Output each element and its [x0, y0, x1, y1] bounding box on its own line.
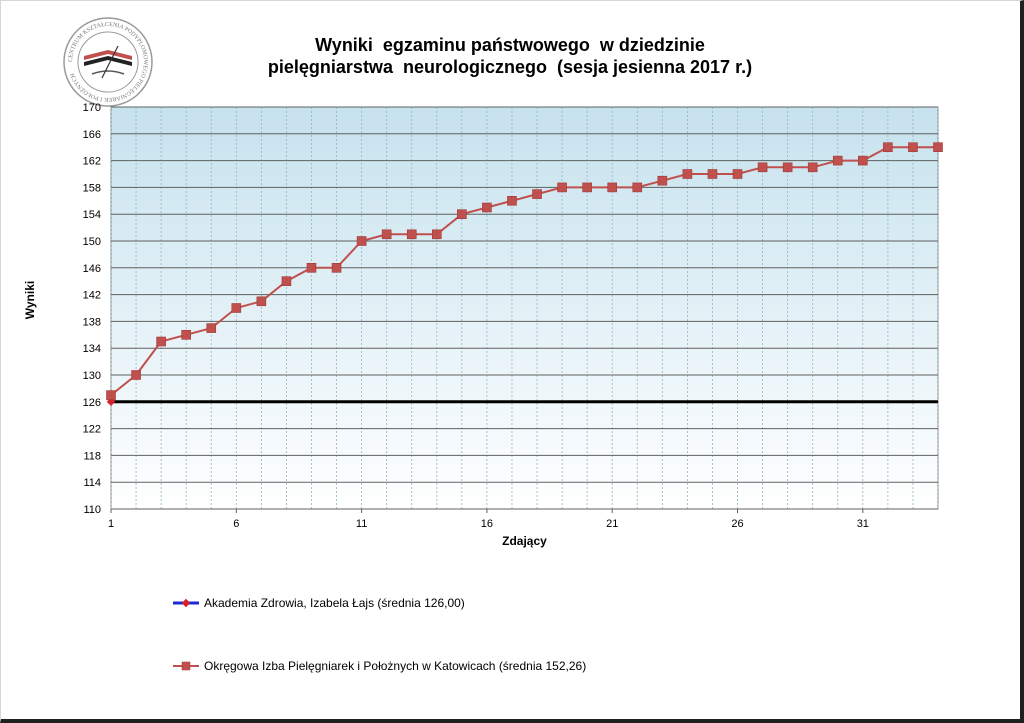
series2-point: [757, 162, 768, 173]
series2-point: [832, 155, 843, 166]
series2-point: [908, 142, 918, 152]
logo-seal: CENTRUM KSZTAŁCENIA PODYPLOMOWEGO PIELĘG…: [63, 17, 153, 107]
chart-title: Wyniki egzaminu państwowego w dziedzinie…: [200, 34, 820, 78]
series2-point: [807, 162, 818, 173]
x-tick-label: 1: [108, 518, 114, 530]
series2-point: [356, 236, 367, 246]
y-axis-ticks: 110 114 118 122 126 130 134 138 142 146 150 154 158 1…: [83, 102, 101, 516]
legend-item-2: Okręgowa Izba Pielęgniarek i Położnych w…: [172, 659, 586, 673]
y-tick-label: 122: [83, 424, 101, 436]
plot-area: [110, 106, 939, 510]
y-tick-label: 146: [83, 263, 101, 275]
series2-point: [933, 142, 943, 152]
legend-swatch-2: [173, 661, 199, 671]
series2-point: [106, 390, 116, 400]
series2-point: [858, 155, 868, 166]
x-tick-label: 31: [857, 518, 869, 530]
series2-point: [406, 229, 417, 240]
series2-point: [657, 175, 668, 186]
series2-point: [507, 196, 517, 206]
chart-title-line1: Wyniki egzaminu państwowego w dziedzinie: [315, 35, 705, 55]
series2-point: [732, 169, 743, 179]
series2-point: [782, 162, 793, 173]
series2-point: [231, 303, 242, 313]
y-axis-label: Wyniki: [23, 281, 37, 319]
series2-point: [883, 142, 893, 152]
series2-point: [557, 182, 567, 193]
y-tick-label: 142: [83, 290, 101, 302]
x-tick-label: 11: [356, 518, 367, 530]
series2-point: [131, 370, 141, 380]
legend-label-1: Akademia Zdrowia, Izabela Łajs (średnia …: [204, 596, 465, 610]
x-tick-label: 6: [233, 518, 239, 530]
legend-item-1: Akademia Zdrowia, Izabela Łajs (średnia …: [172, 596, 465, 610]
series2-point: [306, 262, 317, 273]
series2-line: [110, 146, 938, 396]
series2-point: [607, 182, 618, 193]
y-tick-label: 110: [83, 504, 101, 516]
series2-point: [457, 209, 467, 219]
series2-point: [682, 169, 693, 179]
series2-point: [532, 189, 542, 199]
y-tick-label: 170: [83, 102, 101, 114]
chart-title-line2: pielęgniarstwa neurologicznego (sesja je…: [267, 57, 753, 77]
x-axis-label: Zdający: [502, 534, 547, 548]
y-tick-label: 114: [83, 477, 101, 489]
series2-point: [482, 202, 492, 213]
series2-point: [431, 229, 442, 240]
series2-point: [632, 182, 643, 193]
y-tick-label: 138: [83, 316, 101, 328]
y-tick-label: 134: [83, 343, 101, 355]
x-tick-label: 16: [481, 518, 493, 530]
y-tick-label: 162: [83, 156, 101, 168]
y-tick-label: 130: [83, 370, 101, 382]
x-tick-label: 26: [731, 518, 743, 530]
y-tick-label: 150: [83, 236, 101, 248]
series2-point: [156, 336, 166, 347]
series2-point: [256, 296, 267, 307]
y-tick-label: 158: [83, 182, 101, 194]
legend-label-2: Okręgowa Izba Pielęgniarek i Położnych w…: [204, 659, 587, 673]
series2-point: [281, 276, 292, 287]
series2-point: [181, 329, 191, 340]
y-tick-label: 154: [83, 209, 101, 221]
series2-point: [707, 169, 718, 179]
y-tick-label: 118: [83, 450, 101, 462]
major-gridlines: [111, 106, 938, 510]
series2-point: [206, 323, 217, 333]
series2-point: [331, 262, 342, 273]
y-tick-label: 126: [83, 397, 101, 409]
minor-gridlines: [110, 107, 939, 509]
y-tick-label: 166: [83, 129, 101, 141]
x-axis-ticks: 1 6 11 16 21 26 31: [108, 509, 869, 530]
series2-point: [582, 182, 592, 193]
legend-swatch-1: [173, 598, 199, 608]
x-tick-label: 21: [606, 518, 618, 530]
series-layer: [106, 142, 943, 407]
series2-point: [381, 229, 392, 240]
